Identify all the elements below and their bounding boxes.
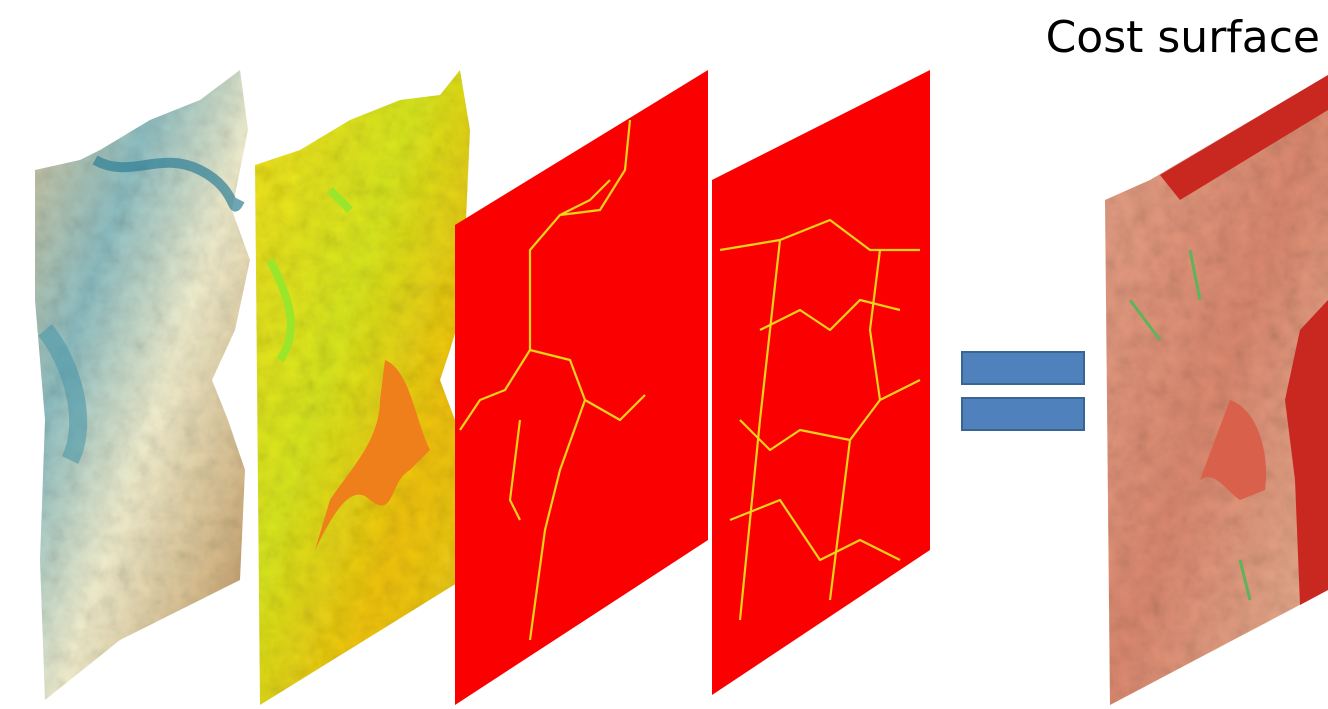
vegetation-layer [255, 70, 470, 705]
trails-layer [712, 70, 930, 695]
elevation-layer [35, 70, 250, 700]
roads-layer [455, 70, 708, 705]
title: Cost surface [1046, 12, 1320, 63]
cost-surface-layer [1105, 75, 1328, 705]
equals-sign [962, 352, 1084, 430]
diagram: Cost surface [0, 0, 1328, 709]
